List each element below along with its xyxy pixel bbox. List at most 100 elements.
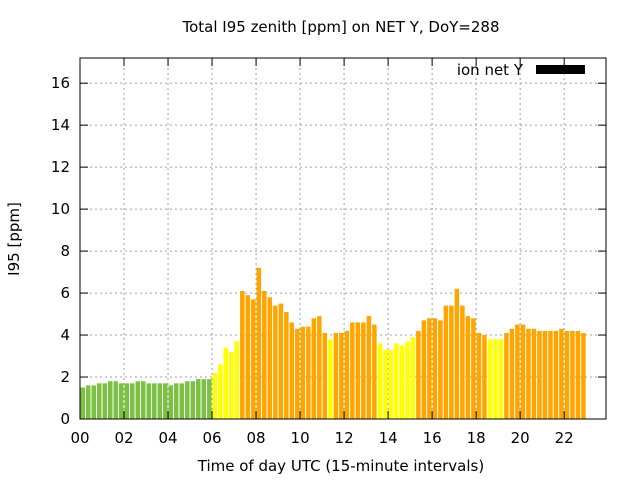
bar	[212, 372, 218, 419]
bar	[185, 381, 190, 419]
bar	[394, 343, 399, 419]
x-tick-label: 02	[114, 429, 133, 447]
y-tick-label: 12	[51, 158, 70, 176]
bar	[163, 383, 168, 419]
x-tick-label: 12	[335, 429, 354, 447]
bar	[432, 318, 438, 419]
bar	[377, 343, 383, 419]
x-tick-label: 16	[423, 429, 442, 447]
bar	[311, 318, 317, 419]
bar	[146, 383, 152, 419]
bar	[223, 347, 229, 419]
bar	[537, 330, 542, 419]
bar	[240, 290, 245, 419]
bar	[168, 385, 174, 419]
bar	[559, 328, 564, 419]
bar	[454, 288, 460, 419]
bar	[526, 328, 531, 419]
legend-swatch	[536, 65, 585, 74]
bar	[119, 383, 124, 419]
bar	[548, 330, 553, 419]
bars-group	[80, 267, 586, 419]
x-tick-label: 20	[511, 429, 530, 447]
bar	[438, 320, 443, 419]
bar	[135, 381, 141, 419]
bar	[333, 332, 339, 419]
bar	[399, 345, 405, 419]
bar	[157, 383, 163, 419]
bar	[482, 335, 487, 419]
bar	[471, 318, 476, 419]
bar	[295, 328, 300, 419]
bar	[196, 379, 201, 419]
bar	[317, 316, 322, 419]
bar	[234, 341, 240, 419]
bar	[113, 381, 119, 419]
bar	[245, 295, 251, 419]
bar	[465, 316, 471, 419]
y-tick-label: 2	[60, 368, 70, 386]
bar	[410, 337, 416, 419]
bar	[273, 305, 278, 419]
bar	[201, 379, 207, 419]
x-tick-label: 04	[158, 429, 177, 447]
bar	[493, 339, 498, 419]
bar	[85, 385, 91, 419]
bar	[218, 364, 223, 419]
x-tick-label: 08	[247, 429, 266, 447]
bar	[542, 330, 548, 419]
bar	[152, 383, 157, 419]
bar	[130, 383, 135, 419]
bar	[531, 328, 537, 419]
plot-frame	[79, 57, 607, 420]
bar	[300, 326, 306, 419]
x-tick-label: 00	[70, 429, 89, 447]
bar	[553, 330, 559, 419]
bar	[97, 383, 102, 419]
x-tick-label: 06	[203, 429, 222, 447]
bar	[278, 303, 284, 419]
y-tick-label: 0	[60, 410, 70, 428]
x-tick-label: 18	[467, 429, 486, 447]
bar	[405, 341, 410, 419]
bar	[421, 320, 427, 419]
grid-lines	[80, 58, 606, 419]
legend: ion net Y	[457, 61, 585, 79]
bar	[284, 311, 289, 419]
bar	[366, 316, 372, 419]
bar	[476, 332, 482, 419]
bar	[355, 322, 361, 419]
x-tick-label: 10	[291, 429, 310, 447]
y-tick-label: 14	[51, 116, 70, 134]
bar	[509, 328, 515, 419]
y-tick-label: 6	[60, 284, 70, 302]
bar	[383, 349, 388, 419]
bar	[306, 326, 311, 419]
bar	[207, 379, 212, 419]
bar	[256, 267, 262, 419]
bar	[124, 383, 130, 419]
bar	[581, 332, 586, 419]
bar	[179, 383, 185, 419]
y-tick-label: 10	[51, 200, 70, 218]
bar	[80, 387, 86, 419]
bar	[322, 332, 328, 419]
bar	[388, 349, 394, 419]
bar	[108, 381, 113, 419]
y-tick-label: 8	[60, 242, 70, 260]
bar	[190, 381, 196, 419]
bar	[504, 332, 509, 419]
bar	[328, 339, 333, 419]
bar	[361, 322, 366, 419]
bar	[267, 297, 273, 419]
bar	[229, 351, 234, 419]
bar	[515, 324, 520, 419]
chart-title: Total I95 zenith [ppm] on NET Y, DoY=288	[181, 18, 499, 36]
bar	[102, 383, 108, 419]
bar	[251, 299, 256, 419]
bar	[350, 322, 355, 419]
bar	[564, 330, 570, 419]
bar	[91, 385, 97, 419]
y-axis-label: I95 [ppm]	[5, 202, 23, 276]
